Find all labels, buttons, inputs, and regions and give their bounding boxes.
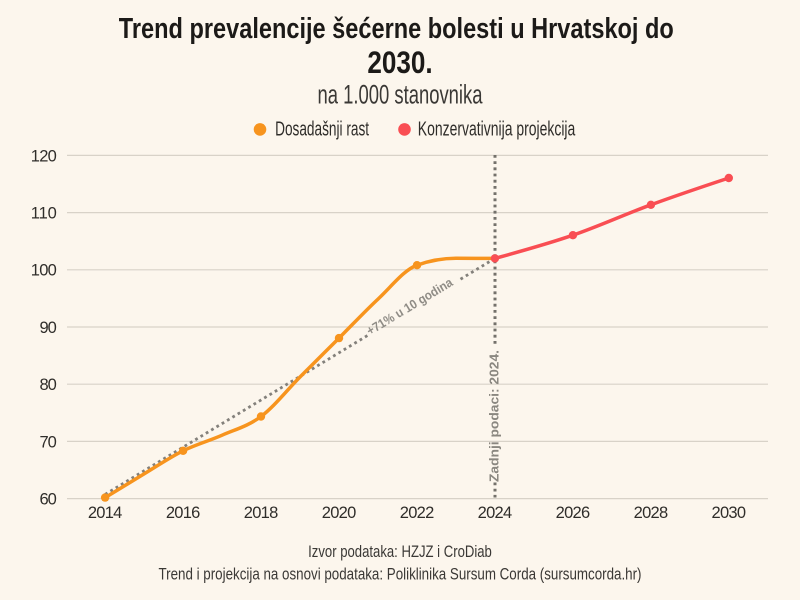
svg-text:2014: 2014 [88,504,123,522]
svg-text:2016: 2016 [166,504,201,522]
svg-text:Dosadašnji rast: Dosadašnji rast [275,119,369,141]
svg-text:Trend prevalencije šećerne bol: Trend prevalencije šećerne bolesti u Hrv… [119,13,674,45]
svg-text:2030: 2030 [712,504,747,522]
svg-text:2022: 2022 [400,504,435,522]
svg-text:Konzervativnija projekcija: Konzervativnija projekcija [418,119,576,141]
svg-text:80: 80 [40,376,57,394]
svg-text:100: 100 [31,262,57,280]
svg-text:2018: 2018 [244,504,279,522]
svg-text:110: 110 [31,205,57,223]
svg-text:2024: 2024 [478,504,513,522]
svg-text:na 1.000 stanovnika: na 1.000 stanovnika [318,80,483,110]
svg-text:Izvor podataka: HZJZ i CroDiab: Izvor podataka: HZJZ i CroDiab [308,542,492,561]
svg-text:2026: 2026 [556,504,591,522]
svg-text:2030.: 2030. [367,44,432,80]
svg-text:90: 90 [40,319,57,337]
svg-text:Zadnji podaci: 2024.: Zadnji podaci: 2024. [487,350,502,482]
svg-text:Trend i projekcija na osnovi p: Trend i projekcija na osnovi podataka: P… [159,565,642,584]
svg-text:2020: 2020 [322,504,357,522]
svg-text:70: 70 [40,433,57,451]
svg-text:120: 120 [31,147,57,165]
svg-text:2028: 2028 [634,504,669,522]
svg-text:60: 60 [40,491,57,509]
